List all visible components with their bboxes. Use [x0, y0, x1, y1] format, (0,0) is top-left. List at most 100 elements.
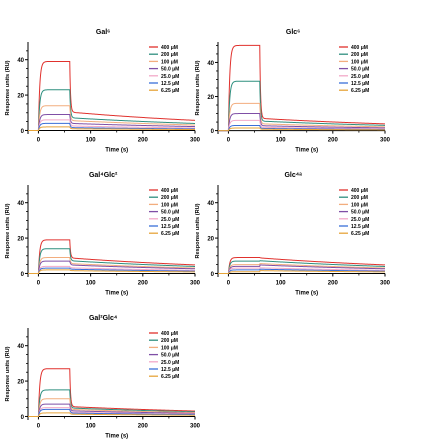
series-line-2: [28, 89, 196, 131]
y-tick-label: 20: [17, 380, 24, 386]
y-tick-label: 40: [17, 344, 24, 350]
series-line-1: [28, 60, 196, 131]
series-line-5: [218, 119, 386, 132]
series-line-5: [28, 265, 196, 274]
y-tick-label: 40: [17, 58, 24, 64]
y-axis-label: Response units (RU): [5, 346, 11, 401]
legend-label: 50.0 μM: [161, 210, 179, 216]
x-tick-label: 0: [227, 138, 231, 144]
legend-label: 400 μM: [161, 45, 178, 51]
y-tick-label: 20: [207, 95, 214, 101]
legend-label: 25.0 μM: [161, 217, 179, 223]
x-tick-label: 200: [138, 423, 149, 429]
chart-title: Glc⁶: [286, 29, 301, 36]
x-tick-label: 100: [86, 137, 97, 143]
y-tick-label: 20: [17, 237, 24, 243]
legend-label: 50.0 μM: [161, 67, 179, 73]
legend-label: 200 μM: [161, 195, 178, 201]
legend-label: 12.5 μM: [161, 224, 179, 230]
series-line-6: [28, 267, 196, 274]
x-tick-label: 300: [380, 138, 391, 144]
legend-label: 200 μM: [161, 52, 178, 58]
series-line-2: [28, 248, 196, 274]
legend-label: 100 μM: [161, 345, 178, 351]
y-tick-label: 20: [207, 237, 214, 243]
legend-label: 25.0 μM: [351, 74, 369, 80]
chart-panel-5: Gal²Glc⁴ 0 20 40 0 100 200 300 Time (s) Response …: [5, 315, 201, 439]
y-tick-label: 0: [21, 129, 25, 135]
legend-label: 50.0 μM: [351, 67, 369, 73]
legend-label: 12.5 μM: [351, 81, 369, 87]
series-line-1: [218, 44, 386, 132]
series-line-7: [28, 412, 196, 417]
series-line-7: [218, 270, 386, 274]
series-line-5: [218, 267, 386, 274]
legend-label: 25.0 μM: [161, 74, 179, 80]
y-tick-label: 40: [207, 201, 214, 207]
y-axis-label: Response units (RU): [5, 203, 11, 258]
x-tick-label: 200: [328, 280, 339, 286]
legend-label: 200 μM: [351, 195, 368, 201]
series-line-1: [218, 257, 386, 274]
chart-panel-3: Gal⁴Glc² 0 20 40 0 100 200 300 Time (s) Response …: [5, 172, 201, 296]
chart-title: Gal²Glc⁴: [89, 315, 118, 322]
legend-label: 100 μM: [351, 202, 368, 208]
series-line-5: [28, 119, 196, 131]
series-line-6: [218, 124, 386, 132]
series-line-6: [28, 122, 196, 131]
legend-label: 100 μM: [351, 59, 368, 65]
legend-label: 200 μM: [351, 52, 368, 58]
legend-label: 25.0 μM: [351, 217, 369, 223]
x-tick-label: 0: [227, 280, 231, 286]
x-tick-label: 300: [190, 137, 201, 143]
y-tick-label: 0: [21, 415, 25, 421]
series-line-4: [218, 113, 386, 132]
y-axis-label: Response units (RU): [195, 60, 201, 115]
series-line-7: [28, 269, 196, 274]
x-tick-label: 200: [138, 137, 149, 143]
series-line-1: [28, 368, 196, 417]
chart-panel-1: Gal⁶ 0 20 40 0 100 200 300 Time (s) Response unit…: [5, 29, 201, 153]
x-axis-label: Time (s): [105, 433, 128, 439]
legend-label: 400 μM: [161, 188, 178, 194]
x-tick-label: 0: [37, 137, 41, 143]
x-tick-label: 200: [328, 138, 339, 144]
x-tick-label: 300: [190, 280, 201, 286]
series-line-3: [28, 257, 196, 274]
legend-label: 6.25 μM: [161, 231, 179, 237]
y-tick-label: 0: [21, 272, 25, 278]
legend-label: 50.0 μM: [161, 353, 179, 359]
series-line-3: [28, 398, 196, 417]
legend-label: 100 μM: [161, 202, 178, 208]
legend-label: 12.5 μM: [351, 224, 369, 230]
series-line-4: [218, 264, 386, 274]
chart-title: Gal⁴Glc²: [89, 172, 118, 179]
legend-label: 6.25 μM: [351, 88, 369, 94]
series-line-6: [28, 408, 196, 417]
legend-label: 6.25 μM: [351, 231, 369, 237]
legend-label: 400 μM: [351, 45, 368, 51]
x-tick-label: 100: [276, 138, 287, 144]
series-line-6: [218, 268, 386, 274]
x-tick-label: 100: [86, 280, 97, 286]
series-line-3: [218, 102, 386, 132]
series-line-7: [28, 126, 196, 131]
series-line-4: [28, 260, 196, 274]
y-tick-label: 0: [211, 272, 215, 278]
x-tick-label: 100: [276, 280, 287, 286]
series-line-3: [28, 105, 196, 131]
x-axis-label: Time (s): [295, 148, 318, 154]
series-line-1: [28, 239, 196, 274]
series-line-7: [218, 127, 385, 132]
x-axis-label: Time (s): [295, 290, 318, 296]
legend-label: 12.5 μM: [161, 367, 179, 373]
x-axis-label: Time (s): [105, 290, 128, 296]
y-tick-label: 0: [211, 129, 215, 135]
y-tick-label: 20: [17, 94, 24, 100]
legend-label: 6.25 μM: [161, 374, 179, 380]
chart-panel-4: Glc⁴ᵃ 0 20 40 0 100 200 300 Time (s) Response uni…: [195, 172, 391, 296]
x-tick-label: 0: [37, 423, 41, 429]
x-tick-label: 100: [86, 423, 97, 429]
y-tick-label: 40: [207, 61, 214, 67]
